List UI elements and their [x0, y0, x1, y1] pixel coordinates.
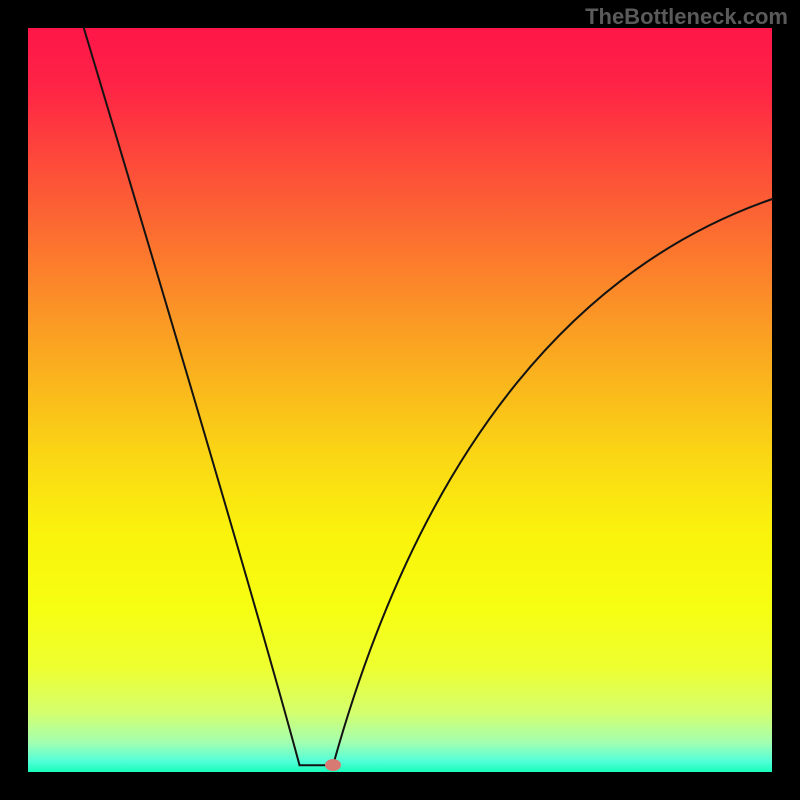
gradient-background	[28, 28, 772, 772]
optimum-marker	[325, 759, 341, 771]
plot-area	[28, 28, 772, 772]
chart-svg	[28, 28, 772, 772]
watermark-text: TheBottleneck.com	[585, 4, 788, 30]
